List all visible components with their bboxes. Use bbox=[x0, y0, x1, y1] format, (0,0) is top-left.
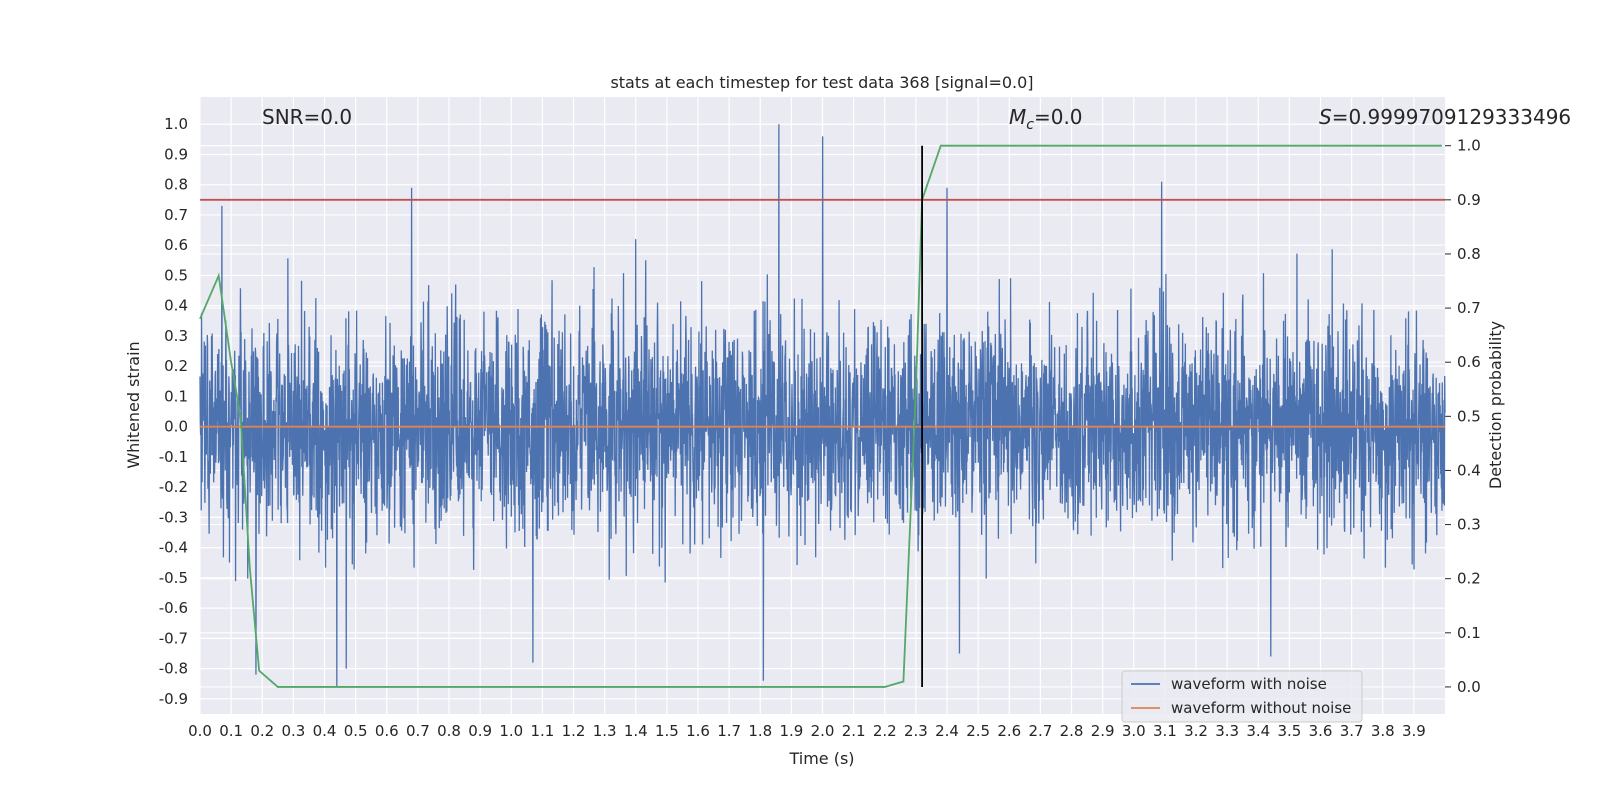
legend-label-clean: waveform without noise bbox=[1171, 699, 1351, 717]
y-tick-label: 0.5 bbox=[164, 266, 188, 284]
x-tick-label: 0.7 bbox=[406, 722, 430, 740]
x-tick-label: 0.4 bbox=[313, 722, 337, 740]
x-tick-label: 0.8 bbox=[437, 722, 461, 740]
x-tick-label: 2.5 bbox=[966, 722, 990, 740]
chirp-mass-value: =0.0 bbox=[1034, 105, 1083, 129]
y2-axis-label: Detection probability bbox=[1486, 321, 1505, 489]
x-tick-label: 0.9 bbox=[468, 722, 492, 740]
x-tick-label: 2.3 bbox=[904, 722, 928, 740]
y-tick-labels: 1.0 0.9 0.8 0.7 0.6 0.5 0.4 0.3 0.2 0.1 0.0 -0.1 -0.… bbox=[159, 115, 188, 708]
x-tick-label: 2.7 bbox=[1028, 722, 1052, 740]
y2-tick-label: 0.5 bbox=[1457, 407, 1481, 425]
x-tick-label: 1.0 bbox=[499, 722, 523, 740]
x-tick-label: 3.4 bbox=[1246, 722, 1270, 740]
series-waveform-with-noise bbox=[199, 124, 1446, 687]
x-tick-label: 3.9 bbox=[1402, 722, 1426, 740]
x-tick-label: 1.2 bbox=[562, 722, 586, 740]
y2-tick-label: 0.6 bbox=[1457, 353, 1481, 371]
y-tick-label: -0.7 bbox=[159, 629, 188, 647]
score-symbol: S bbox=[1319, 105, 1332, 129]
y-tick-label: 0.0 bbox=[164, 418, 188, 436]
y-tick-label: -0.6 bbox=[159, 599, 188, 617]
y-tick-label: 0.9 bbox=[164, 145, 188, 163]
x-tick-label: 2.0 bbox=[811, 722, 835, 740]
y-tick-label: 0.8 bbox=[164, 176, 188, 194]
x-axis-label: Time (s) bbox=[788, 749, 854, 768]
snr-annotation: SNR=0.0 bbox=[262, 105, 352, 129]
x-tick-label: 2.1 bbox=[842, 722, 866, 740]
y2-tick-label: 1.0 bbox=[1457, 137, 1481, 155]
score-annotation: S=0.9999709129333496 bbox=[1319, 105, 1571, 129]
y-tick-label: 0.7 bbox=[164, 206, 188, 224]
y2-tick-label: 0.9 bbox=[1457, 191, 1481, 209]
series-detection-probability bbox=[199, 144, 1442, 688]
y2-tick-label: 0.0 bbox=[1457, 678, 1481, 696]
x-tick-label: 0.5 bbox=[344, 722, 368, 740]
x-tick-label: 1.4 bbox=[624, 722, 648, 740]
x-tick-label: 2.9 bbox=[1091, 722, 1115, 740]
x-tick-label: 0.0 bbox=[188, 722, 212, 740]
y-axis-label: Whitened strain bbox=[124, 341, 143, 468]
series-layer bbox=[199, 124, 1446, 688]
y-tick-label: -0.4 bbox=[159, 539, 188, 557]
y2-tick-label: 0.1 bbox=[1457, 624, 1481, 642]
y2-tick-label: 0.4 bbox=[1457, 461, 1481, 479]
y-tick-label: -0.1 bbox=[159, 448, 188, 466]
x-tick-label: 3.5 bbox=[1277, 722, 1301, 740]
x-tick-label: 3.1 bbox=[1153, 722, 1177, 740]
x-tick-label: 1.6 bbox=[686, 722, 710, 740]
x-tick-label: 0.6 bbox=[375, 722, 399, 740]
y-tick-label: 0.1 bbox=[164, 387, 188, 405]
y-tick-label: -0.8 bbox=[159, 660, 188, 678]
x-tick-label: 1.5 bbox=[655, 722, 679, 740]
x-tick-label: 3.6 bbox=[1309, 722, 1333, 740]
x-tick-labels: 0.0 0.1 0.2 0.3 0.4 0.5 0.6 0.7 0.8 0.9 1.0 1.1 1.2 1… bbox=[188, 722, 1426, 740]
y2-tick-label: 0.3 bbox=[1457, 516, 1481, 534]
y-tick-label: 0.4 bbox=[164, 297, 188, 315]
y-tick-label: 0.2 bbox=[164, 357, 188, 375]
x-tick-label: 1.9 bbox=[779, 722, 803, 740]
y2-tick-label: 0.2 bbox=[1457, 570, 1481, 588]
x-tick-label: 2.6 bbox=[997, 722, 1021, 740]
score-value: =0.9999709129333496 bbox=[1332, 105, 1571, 129]
y-tick-label: -0.5 bbox=[159, 569, 188, 587]
x-tick-label: 3.3 bbox=[1215, 722, 1239, 740]
y-tick-label: 0.3 bbox=[164, 327, 188, 345]
x-tick-label: 0.1 bbox=[219, 722, 243, 740]
chirp-mass-annotation: Mc=0.0 bbox=[1009, 105, 1083, 133]
x-tick-label: 1.3 bbox=[593, 722, 617, 740]
x-tick-label: 0.3 bbox=[281, 722, 305, 740]
x-tick-label: 0.2 bbox=[250, 722, 274, 740]
x-tick-label: 2.8 bbox=[1060, 722, 1084, 740]
x-tick-label: 3.7 bbox=[1340, 722, 1364, 740]
x-tick-label: 1.1 bbox=[530, 722, 554, 740]
x-tick-label: 2.2 bbox=[873, 722, 897, 740]
legend-label-noisy: waveform with noise bbox=[1171, 675, 1327, 693]
x-tick-label: 2.4 bbox=[935, 722, 959, 740]
x-tick-label: 1.8 bbox=[748, 722, 772, 740]
y-tick-label: -0.2 bbox=[159, 478, 188, 496]
x-tick-label: 3.0 bbox=[1122, 722, 1146, 740]
x-tick-label: 1.7 bbox=[717, 722, 741, 740]
y-tick-label: 0.6 bbox=[164, 236, 188, 254]
legend: waveform with noise waveform without noi… bbox=[1121, 670, 1363, 723]
y-tick-label: 1.0 bbox=[164, 115, 188, 133]
y2-tick-label: 0.8 bbox=[1457, 245, 1481, 263]
chart-title: stats at each timestep for test data 368… bbox=[610, 73, 1033, 92]
chirp-mass-subscript: c bbox=[1026, 117, 1034, 133]
y2-tick-label: 0.7 bbox=[1457, 299, 1481, 317]
x-tick-label: 3.2 bbox=[1184, 722, 1208, 740]
legend-box bbox=[1121, 670, 1363, 723]
y-tick-label: -0.3 bbox=[159, 508, 188, 526]
y2-tick-labels: 1.0 0.9 0.8 0.7 0.6 0.5 0.4 0.3 0.2 0.1 0.0 bbox=[1457, 137, 1481, 696]
y-tick-label: -0.9 bbox=[159, 690, 188, 708]
chirp-mass-symbol: M bbox=[1009, 105, 1026, 129]
x-tick-label: 3.8 bbox=[1371, 722, 1395, 740]
